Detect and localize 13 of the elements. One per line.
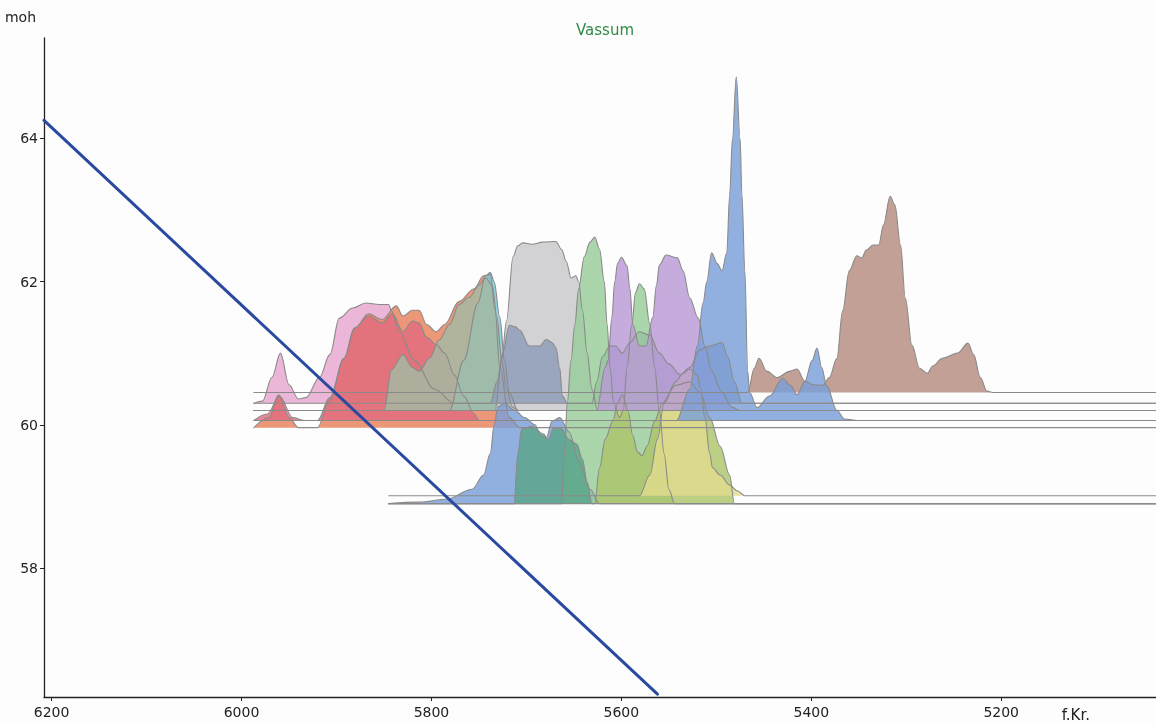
y-axis-title: moh (4, 9, 36, 25)
y-tick-label: 58 (20, 560, 38, 577)
x-tick-label: 5800 (413, 704, 450, 720)
x-tick-label: 5600 (603, 704, 640, 720)
x-tick-label: 6000 (223, 704, 260, 720)
x-tick-label: 5200 (983, 704, 1020, 720)
x-tick-label: 6200 (33, 704, 70, 720)
x-tick-label: 5400 (793, 704, 830, 720)
y-tick-label: 64 (20, 130, 39, 147)
chart-title: Vassum (575, 20, 635, 39)
y-tick-label: 62 (20, 273, 38, 290)
y-tick-label: 60 (20, 416, 38, 433)
x-axis-title: f.Kr. (1061, 705, 1091, 724)
